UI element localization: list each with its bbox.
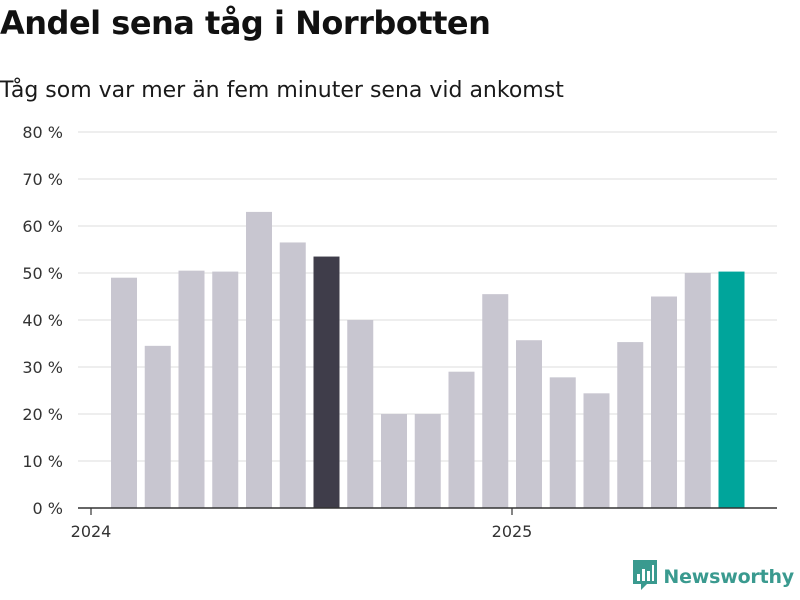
bar <box>279 242 306 508</box>
y-tick-label: 10 % <box>22 452 63 471</box>
newsworthy-logo-text: Newsworthy <box>663 566 794 588</box>
x-axis-tick-labels: 2024 2025 <box>71 522 533 541</box>
newsworthy-logo-icon <box>633 560 658 594</box>
bars <box>111 211 745 508</box>
bar <box>482 294 509 508</box>
bar <box>313 256 340 508</box>
bar <box>651 296 677 508</box>
y-tick-label: 70 % <box>22 170 63 189</box>
bar <box>414 414 441 508</box>
bar <box>381 414 407 508</box>
chart-subtitle: Tåg som var mer än fem minuter sena vid … <box>0 78 564 103</box>
bar <box>516 340 542 508</box>
bar <box>111 277 137 508</box>
y-tick-label: 80 % <box>22 123 63 142</box>
bar <box>583 393 610 508</box>
bar <box>212 271 239 508</box>
bar <box>684 273 711 508</box>
y-axis-tick-labels: 0 % 10 % 20 % 30 % 40 % 50 % 60 % 70 % 80 % <box>22 123 63 518</box>
bar <box>178 270 205 508</box>
y-tick-label: 30 % <box>22 358 63 377</box>
newsworthy-logo[interactable]: Newsworthy <box>633 560 794 594</box>
bar <box>144 345 171 508</box>
y-tick-label: 50 % <box>22 264 63 283</box>
y-tick-label: 40 % <box>22 311 63 330</box>
bar <box>448 371 475 508</box>
x-axis <box>78 507 777 515</box>
bar <box>718 271 745 508</box>
y-tick-label: 0 % <box>33 499 63 518</box>
bar <box>549 377 576 508</box>
x-tick-label: 2024 <box>71 522 112 541</box>
bar <box>347 320 374 508</box>
y-tick-label: 20 % <box>22 405 63 424</box>
chart-title: Andel sena tåg i Norrbotten <box>0 4 491 42</box>
x-tick-label: 2025 <box>492 522 533 541</box>
bar <box>246 211 272 508</box>
bar <box>617 342 644 508</box>
y-tick-label: 60 % <box>22 217 63 236</box>
